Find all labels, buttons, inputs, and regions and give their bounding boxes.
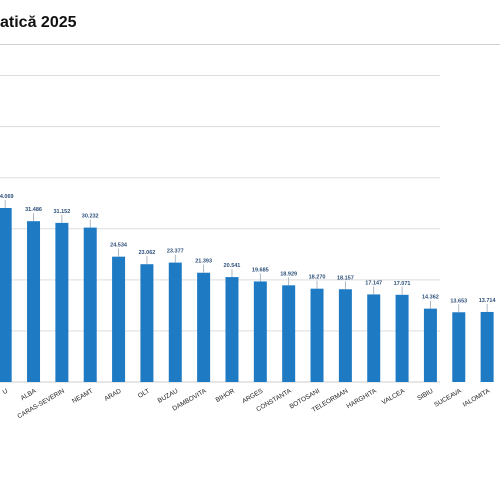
value-label-9: 19.685	[252, 267, 269, 273]
category-label-17: IALOMITA	[462, 387, 492, 408]
category-label-5: OLT	[137, 388, 151, 400]
value-label-11: 18.270	[309, 275, 326, 281]
value-label-14: 17.071	[394, 281, 411, 287]
category-label-4: ARAD	[103, 388, 122, 403]
bars	[0, 207, 494, 382]
bar-0	[0, 207, 12, 382]
bar-7	[197, 272, 211, 382]
title-divider	[0, 44, 500, 45]
value-label-16: 13.653	[450, 298, 467, 304]
gridlines	[0, 75, 440, 383]
category-label-8: BIHOR	[215, 388, 237, 405]
bar-13	[367, 294, 381, 382]
bar-5	[140, 264, 154, 382]
value-label-2: 31.152	[53, 209, 70, 215]
value-label-7: 21.393	[195, 259, 212, 265]
category-label-0: U	[2, 388, 10, 397]
bar-12	[338, 289, 352, 382]
bar-1	[27, 221, 41, 382]
bar-17	[480, 311, 494, 382]
value-label-8: 20.541	[224, 263, 241, 269]
bar-6	[168, 262, 182, 382]
category-label-15: SIBIU	[416, 388, 434, 403]
value-label-1: 31.486	[25, 207, 42, 213]
value-label-12: 18.157	[337, 275, 354, 281]
bar-16	[452, 312, 466, 382]
bar-3	[83, 227, 97, 382]
category-label-9: ARGES	[241, 387, 265, 405]
category-label-16: SUCEAVA	[433, 387, 463, 408]
value-label-6: 23.377	[167, 249, 184, 255]
value-label-0: 34.069	[0, 194, 14, 200]
bar-9	[253, 281, 267, 382]
category-label-14: VALCEA	[381, 387, 407, 406]
bar-8	[225, 277, 239, 382]
bar-14	[395, 294, 409, 382]
bar-2	[55, 222, 69, 382]
bar-11	[310, 288, 324, 382]
bar-15	[423, 308, 437, 382]
category-label-3: NEAMT	[71, 388, 94, 405]
value-labels: 34.069 31.486 31.152 30.232 24.534 23.062 23.3…	[0, 194, 497, 313]
value-label-3: 30.232	[82, 214, 99, 220]
value-label-17: 13.714	[479, 298, 497, 304]
value-label-4: 24.534	[110, 243, 128, 249]
bar-10	[282, 285, 296, 382]
chart-title: atică 2025	[0, 14, 77, 31]
bar-4	[112, 256, 126, 382]
value-label-10: 18.929	[280, 271, 297, 277]
category-label-13: HARGHITA	[346, 387, 379, 410]
value-label-13: 17.147	[365, 280, 382, 286]
category-label-6: BUZAU	[157, 388, 180, 405]
category-label-1: ALBA	[20, 387, 38, 402]
value-label-15: 14.362	[422, 295, 439, 301]
value-label-5: 23.062	[139, 250, 156, 256]
